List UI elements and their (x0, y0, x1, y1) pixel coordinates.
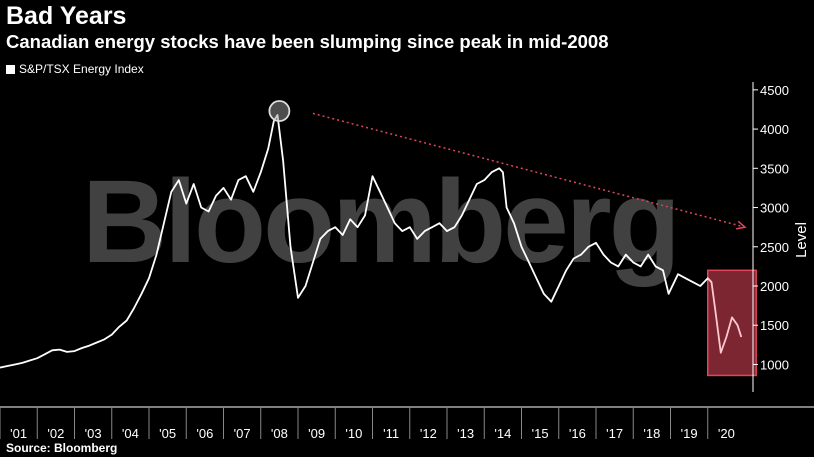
x-tick-label: '17 (606, 426, 623, 441)
x-tick-label: '01 (10, 426, 27, 441)
legend-swatch (6, 64, 15, 74)
chart-marks: 1000 1500 2000 2500 3000 3500 4000 4500 Level '01… (0, 82, 814, 441)
trend-arrow-head (736, 220, 747, 230)
source-note: Source: Bloomberg (6, 441, 118, 455)
x-tick-label: '08 (271, 426, 288, 441)
x-tick-label: '15 (532, 426, 549, 441)
legend: S&P/TSX Energy Index (6, 62, 144, 76)
legend-label: S&P/TSX Energy Index (19, 62, 144, 76)
x-tick-label: '10 (345, 426, 362, 441)
x-tick-label: '16 (569, 426, 586, 441)
y-tick-label: 2000 (760, 279, 789, 294)
x-tick-label: '19 (681, 426, 698, 441)
y-axis-title: Level (793, 222, 810, 258)
y-tick-label: 4500 (760, 83, 789, 98)
x-tick-label: '03 (85, 426, 102, 441)
x-tick-label: '11 (383, 426, 399, 441)
x-tick-label: '12 (420, 426, 437, 441)
series-line-highlight (707, 277, 743, 354)
y-tick-label: 1500 (760, 318, 789, 333)
chart-subtitle: Canadian energy stocks have been slumpin… (6, 31, 609, 52)
y-tick-label: 1000 (760, 357, 789, 372)
x-tick-label: '05 (159, 426, 176, 441)
x-tick-label: '18 (643, 426, 660, 441)
y-tick-label: 4000 (760, 122, 789, 137)
y-tick-label: 2500 (760, 240, 789, 255)
watermark: Bloomberg (82, 156, 678, 288)
y-tick-label: 3500 (760, 161, 789, 176)
x-tick-label: '14 (494, 426, 511, 441)
x-tick-label: '07 (234, 426, 251, 441)
x-tick-label: '13 (457, 426, 474, 441)
x-tick-label: '20 (718, 426, 735, 441)
series-line (0, 114, 713, 369)
x-tick-label: '06 (196, 426, 213, 441)
x-tick-label: '04 (122, 426, 139, 441)
highlight-box (707, 269, 757, 377)
chart-title: Bad Years (6, 2, 127, 30)
x-tick-label: '02 (47, 426, 64, 441)
y-tick-label: 3000 (760, 201, 789, 216)
x-tick-label: '09 (308, 426, 325, 441)
peak-circle (268, 100, 291, 122)
